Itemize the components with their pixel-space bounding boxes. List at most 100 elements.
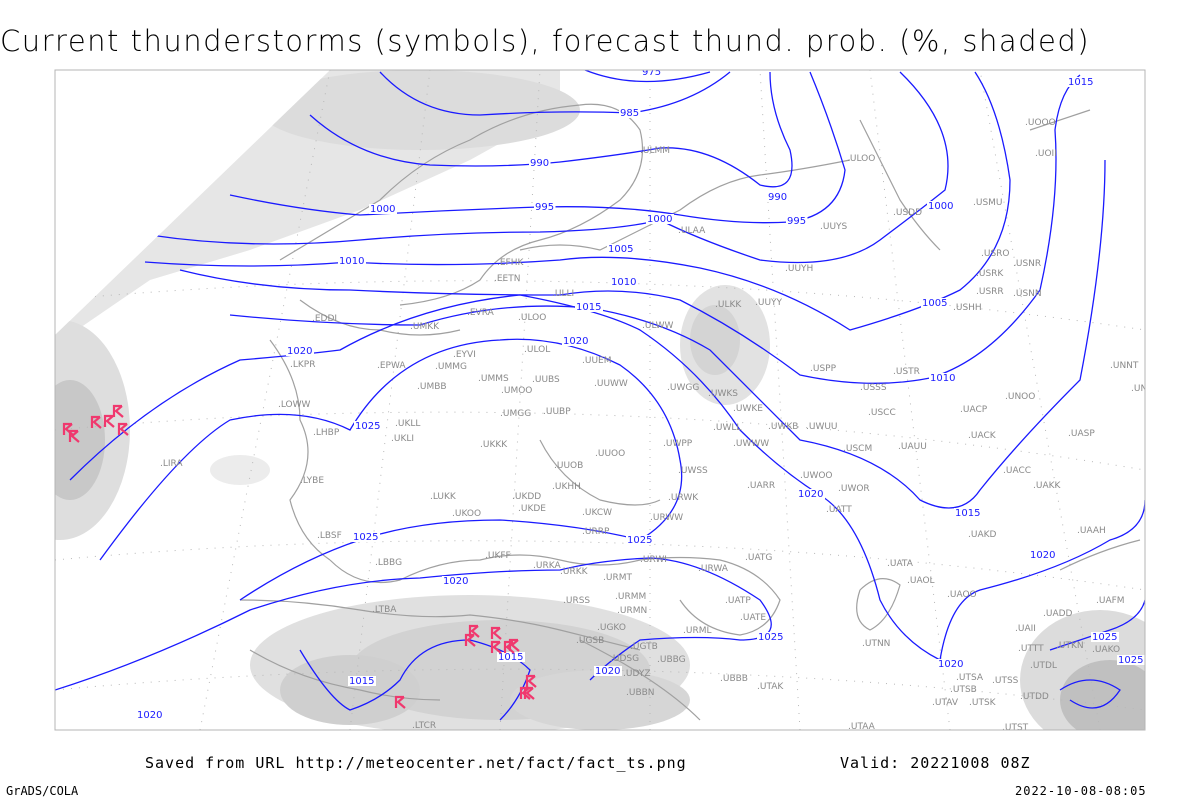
station-label: .UKLI bbox=[391, 434, 414, 444]
isobar-label: 1005 bbox=[922, 298, 947, 309]
isobar-label: 1020 bbox=[287, 346, 312, 357]
station-label: .UKKK bbox=[480, 440, 508, 450]
isobar-label-bg bbox=[529, 158, 551, 168]
thunderstorm-icon bbox=[464, 633, 476, 647]
station-label: .URSS bbox=[563, 596, 590, 606]
station-label: .UWOR bbox=[838, 484, 870, 494]
station-label: .URWW bbox=[650, 513, 683, 523]
station-label: .UATG bbox=[745, 553, 772, 563]
station-label: .EETN bbox=[494, 274, 520, 284]
thunderstorm-icon bbox=[525, 674, 537, 688]
station-label: .URKK bbox=[560, 567, 589, 577]
station-label: .URKA bbox=[533, 561, 561, 571]
thunderstorm-icon bbox=[490, 640, 502, 654]
generated-timestamp: 2022-10-08-08:05 bbox=[1015, 784, 1147, 798]
isobar-label-bg bbox=[497, 652, 525, 662]
isobar-label-bg bbox=[927, 201, 955, 211]
station-label: .USNN bbox=[1013, 289, 1042, 299]
isobar-label: 1020 bbox=[798, 489, 823, 500]
isobar-label-bg bbox=[348, 676, 376, 686]
station-label: .UGSB bbox=[576, 636, 604, 646]
station-label: .UAFM bbox=[1096, 596, 1125, 606]
isobar-label-bg bbox=[594, 666, 622, 676]
thunderstorm-icon bbox=[394, 695, 406, 709]
map-frame bbox=[54, 69, 1146, 731]
station-label: .USHH bbox=[953, 303, 982, 313]
station-label: .USCM bbox=[843, 444, 872, 454]
station-label: .UUBS bbox=[532, 375, 560, 385]
lat-lon-grid bbox=[55, 70, 1145, 730]
station-label: .URWK bbox=[668, 493, 699, 503]
station-label: .UMBB bbox=[417, 382, 447, 392]
station-label: .UATT bbox=[826, 505, 852, 515]
isobar-label: 990 bbox=[530, 158, 549, 169]
station-label: .USCC bbox=[868, 408, 896, 418]
station-label: .ULLI bbox=[552, 289, 574, 299]
station-label: .UMKK bbox=[410, 322, 440, 332]
station-label: .LOWW bbox=[278, 400, 311, 410]
thunderstorm-icon bbox=[508, 638, 520, 652]
thunderstorm-probability-shading bbox=[55, 70, 1145, 730]
isobar-label-bg bbox=[562, 336, 590, 346]
isobar-label: 1000 bbox=[647, 214, 672, 225]
station-label: .UDYZ bbox=[623, 669, 651, 679]
station-label: .UKDE bbox=[518, 504, 546, 514]
station-label: .UUOB bbox=[554, 461, 583, 471]
station-label: .UKLL bbox=[395, 419, 420, 429]
station-label: .UKDD bbox=[512, 492, 541, 502]
isobar-label-bg bbox=[575, 302, 603, 312]
station-label: .LYBE bbox=[300, 476, 324, 486]
station-label: .UUOO bbox=[595, 449, 625, 459]
isobar-labels: 975 985 990 990 995 995 1000 1000 1000 1005 1005 10… bbox=[136, 70, 1145, 721]
station-label: .ULOO bbox=[847, 154, 875, 164]
station-label: .UTSB bbox=[950, 685, 977, 695]
isobar-label-bg bbox=[1067, 77, 1095, 87]
thunderstorm-icon bbox=[103, 414, 115, 428]
station-label: .UWKE bbox=[733, 404, 763, 414]
thunderstorm-icon bbox=[90, 415, 102, 429]
isobar-label: 1010 bbox=[930, 373, 955, 384]
thunderstorm-icon bbox=[112, 404, 124, 418]
station-label: .USRK bbox=[976, 269, 1004, 279]
station-label: .UWLL bbox=[713, 423, 741, 433]
source-url-text: Saved from URL http://meteocenter.net/fa… bbox=[145, 754, 687, 772]
station-label: .UBBB bbox=[720, 674, 748, 684]
station-label: .UAKK bbox=[1033, 481, 1062, 491]
isobar-label: 1025 bbox=[1092, 632, 1117, 643]
station-label: .UTAK bbox=[757, 682, 784, 692]
isobar-label-bg bbox=[338, 256, 366, 266]
isobar-label-bg bbox=[1029, 550, 1057, 560]
station-label: .UAAH bbox=[1077, 526, 1106, 536]
station-label: .UTSA bbox=[956, 673, 984, 683]
station-label: .UDSG bbox=[610, 654, 639, 664]
station-label: .USDD bbox=[893, 208, 922, 218]
isobar-label-bg bbox=[610, 277, 638, 287]
isobar-label: 1010 bbox=[339, 256, 364, 267]
station-label: .UBBG bbox=[657, 655, 686, 665]
station-label: .ULKK bbox=[715, 300, 742, 310]
station-label: .UKFF bbox=[485, 551, 511, 561]
isobar-label: 1020 bbox=[938, 659, 963, 670]
map-title: Current thunderstorms (symbols), forecas… bbox=[0, 24, 1091, 58]
station-label: .URWA bbox=[698, 564, 729, 574]
station-label: .USNR bbox=[1013, 259, 1041, 269]
station-label: .UATA bbox=[887, 559, 914, 569]
station-label: .LTCR bbox=[412, 721, 436, 731]
station-label: .UKCW bbox=[582, 508, 612, 518]
station-label: .UTDD bbox=[1020, 692, 1049, 702]
isobar-label: 1020 bbox=[443, 576, 468, 587]
thunderstorm-icon bbox=[117, 422, 129, 436]
isobar-label-bg bbox=[352, 532, 380, 542]
station-label: .LUKK bbox=[430, 492, 457, 502]
isobar-label-bg bbox=[354, 421, 382, 431]
isobar-label: 995 bbox=[787, 216, 806, 227]
isobar-label-bg bbox=[136, 710, 164, 720]
isobar-label-bg bbox=[1117, 655, 1145, 665]
station-label: .UTAV bbox=[932, 698, 959, 708]
station-label: .UTSK bbox=[969, 698, 997, 708]
isobar-label-bg bbox=[442, 576, 470, 586]
station-label: .UWOO bbox=[800, 471, 833, 481]
station-label: .UOOO bbox=[1025, 118, 1056, 128]
station-label: .EDDI bbox=[312, 314, 337, 324]
